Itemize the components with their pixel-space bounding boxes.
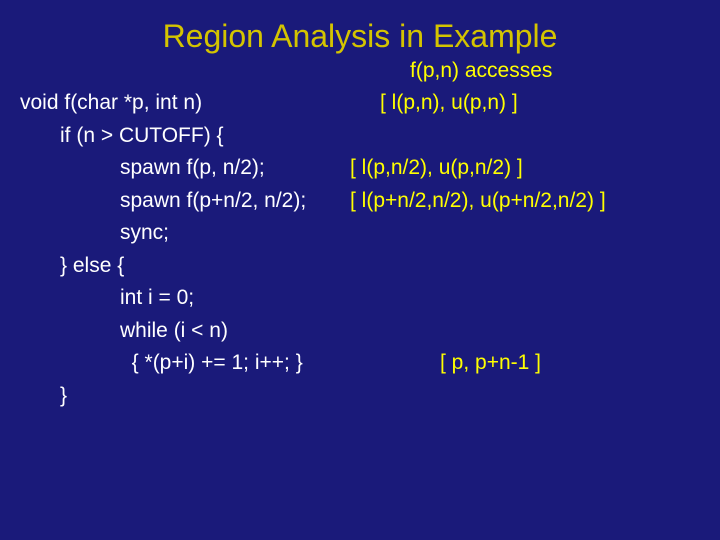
code-row: sync; [20,217,700,250]
code-text: } else { [20,250,124,283]
code-row: spawn f(p, n/2); [ l(p,n/2), u(p,n/2) ] [20,152,700,185]
code-text: { *(p+i) += 1; i++; } [20,347,303,380]
slide-content: f(p,n) accesses void f(char *p, int n)[ … [20,87,700,412]
code-row: spawn f(p+n/2, n/2); [ l(p+n/2,n/2), u(p+… [20,185,700,218]
code-text: while (i < n) [20,315,228,348]
code-row: { *(p+i) += 1; i++; } [ p, p+n-1 ] [20,347,700,380]
code-row: if (n > CUTOFF) { [20,120,700,153]
annotation-text: [ p, p+n-1 ] [440,347,541,380]
annotation-header: f(p,n) accesses [410,55,552,88]
code-text: if (n > CUTOFF) { [20,120,224,153]
code-text: sync; [20,217,169,250]
code-text: } [20,380,67,413]
code-text: spawn f(p+n/2, n/2); [20,185,306,218]
slide-title: Region Analysis in Example [20,18,700,55]
code-row: void f(char *p, int n) [ l(p,n), u(p,n) ] [20,87,700,120]
annotation-text: [ l(p+n/2,n/2), u(p+n/2,n/2) ] [350,185,606,218]
slide: Region Analysis in Example f(p,n) access… [0,0,720,540]
annotation-text: [ l(p,n/2), u(p,n/2) ] [350,152,523,185]
code-text: void f(char *p, int n) [20,87,202,120]
code-lines: void f(char *p, int n) [ l(p,n), u(p,n) ]… [20,87,700,412]
code-text: int i = 0; [20,282,194,315]
code-row: while (i < n) [20,315,700,348]
annotation-text: [ l(p,n), u(p,n) ] [380,87,518,120]
code-text: spawn f(p, n/2); [20,152,265,185]
code-row: } else { [20,250,700,283]
code-row: int i = 0; [20,282,700,315]
code-row: } [20,380,700,413]
